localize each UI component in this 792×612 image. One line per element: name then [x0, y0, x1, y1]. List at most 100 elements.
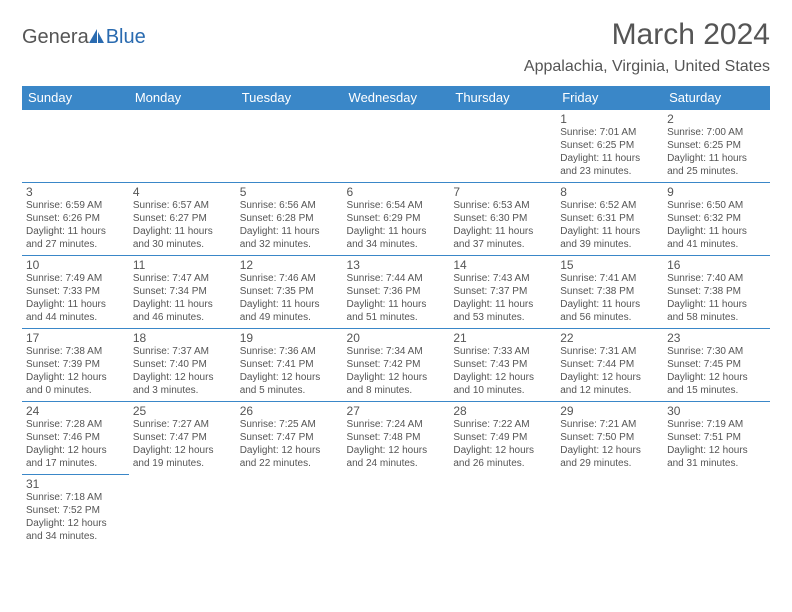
day-number: 20: [347, 331, 446, 345]
day-info-line: Sunset: 7:51 PM: [667, 431, 766, 444]
day-number: 28: [453, 404, 552, 418]
day-info-line: Sunset: 7:37 PM: [453, 285, 552, 298]
calendar-cell: 24Sunrise: 7:28 AMSunset: 7:46 PMDayligh…: [22, 402, 129, 475]
calendar-body: 1Sunrise: 7:01 AMSunset: 6:25 PMDaylight…: [22, 110, 770, 548]
calendar-cell-empty: [663, 475, 770, 548]
day-info-line: Sunrise: 7:01 AM: [560, 126, 659, 139]
title-block: March 2024 Appalachia, Virginia, United …: [524, 18, 770, 76]
day-info-line: Sunrise: 7:21 AM: [560, 418, 659, 431]
day-info-line: and 49 minutes.: [240, 311, 339, 324]
day-info-line: Sunrise: 7:37 AM: [133, 345, 232, 358]
day-info-line: Sunset: 7:38 PM: [667, 285, 766, 298]
day-number: 17: [26, 331, 125, 345]
calendar-cell-empty: [343, 110, 450, 183]
calendar-cell: 16Sunrise: 7:40 AMSunset: 7:38 PMDayligh…: [663, 256, 770, 329]
calendar-cell: 27Sunrise: 7:24 AMSunset: 7:48 PMDayligh…: [343, 402, 450, 475]
day-info-line: Sunrise: 7:36 AM: [240, 345, 339, 358]
day-info-line: and 0 minutes.: [26, 384, 125, 397]
day-number: 19: [240, 331, 339, 345]
day-info-line: Daylight: 12 hours: [667, 444, 766, 457]
day-info-line: Daylight: 11 hours: [560, 298, 659, 311]
day-info-line: Sunset: 7:47 PM: [240, 431, 339, 444]
day-info-line: Sunset: 7:49 PM: [453, 431, 552, 444]
location-text: Appalachia, Virginia, United States: [524, 58, 770, 76]
calendar-row: 1Sunrise: 7:01 AMSunset: 6:25 PMDaylight…: [22, 110, 770, 183]
day-info-line: Daylight: 12 hours: [240, 371, 339, 384]
day-info-line: Daylight: 11 hours: [560, 152, 659, 165]
day-number: 8: [560, 185, 659, 199]
day-info-line: Daylight: 11 hours: [347, 225, 446, 238]
calendar-row: 31Sunrise: 7:18 AMSunset: 7:52 PMDayligh…: [22, 475, 770, 548]
day-info-line: and 23 minutes.: [560, 165, 659, 178]
day-info-line: Daylight: 11 hours: [133, 298, 232, 311]
day-info-line: and 10 minutes.: [453, 384, 552, 397]
day-number: 30: [667, 404, 766, 418]
day-number: 21: [453, 331, 552, 345]
day-number: 1: [560, 112, 659, 126]
day-info-line: Daylight: 11 hours: [240, 225, 339, 238]
day-info-line: Sunrise: 7:24 AM: [347, 418, 446, 431]
day-info-line: and 29 minutes.: [560, 457, 659, 470]
calendar-cell: 18Sunrise: 7:37 AMSunset: 7:40 PMDayligh…: [129, 329, 236, 402]
day-info-line: Sunrise: 7:33 AM: [453, 345, 552, 358]
calendar-row: 24Sunrise: 7:28 AMSunset: 7:46 PMDayligh…: [22, 402, 770, 475]
day-number: 18: [133, 331, 232, 345]
day-info-line: Sunset: 7:35 PM: [240, 285, 339, 298]
calendar-cell: 8Sunrise: 6:52 AMSunset: 6:31 PMDaylight…: [556, 183, 663, 256]
calendar-row: 10Sunrise: 7:49 AMSunset: 7:33 PMDayligh…: [22, 256, 770, 329]
day-info-line: Daylight: 12 hours: [240, 444, 339, 457]
day-info-line: and 41 minutes.: [667, 238, 766, 251]
day-info-line: Sunrise: 6:56 AM: [240, 199, 339, 212]
day-info-line: Daylight: 11 hours: [560, 225, 659, 238]
day-info-line: Sunrise: 7:25 AM: [240, 418, 339, 431]
day-number: 29: [560, 404, 659, 418]
day-info-line: and 5 minutes.: [240, 384, 339, 397]
day-info-line: Sunrise: 7:38 AM: [26, 345, 125, 358]
day-info-line: Sunset: 7:46 PM: [26, 431, 125, 444]
calendar-cell: 4Sunrise: 6:57 AMSunset: 6:27 PMDaylight…: [129, 183, 236, 256]
day-info-line: Daylight: 12 hours: [26, 517, 125, 530]
day-info-line: Sunrise: 7:34 AM: [347, 345, 446, 358]
day-info-line: Daylight: 12 hours: [560, 371, 659, 384]
calendar-cell: 14Sunrise: 7:43 AMSunset: 7:37 PMDayligh…: [449, 256, 556, 329]
day-info-line: Daylight: 12 hours: [133, 444, 232, 457]
day-info-line: Sunset: 6:27 PM: [133, 212, 232, 225]
calendar-cell: 5Sunrise: 6:56 AMSunset: 6:28 PMDaylight…: [236, 183, 343, 256]
day-info-line: Sunset: 6:29 PM: [347, 212, 446, 225]
calendar-cell: 13Sunrise: 7:44 AMSunset: 7:36 PMDayligh…: [343, 256, 450, 329]
day-info-line: Daylight: 11 hours: [453, 298, 552, 311]
day-info-line: Sunset: 6:25 PM: [560, 139, 659, 152]
day-info-line: and 32 minutes.: [240, 238, 339, 251]
day-info-line: Sunset: 7:36 PM: [347, 285, 446, 298]
day-number: 15: [560, 258, 659, 272]
calendar-cell: 11Sunrise: 7:47 AMSunset: 7:34 PMDayligh…: [129, 256, 236, 329]
day-number: 31: [26, 477, 125, 491]
day-info-line: Sunset: 6:30 PM: [453, 212, 552, 225]
day-info-line: and 46 minutes.: [133, 311, 232, 324]
day-info-line: and 31 minutes.: [667, 457, 766, 470]
day-number: 23: [667, 331, 766, 345]
calendar-cell: 21Sunrise: 7:33 AMSunset: 7:43 PMDayligh…: [449, 329, 556, 402]
day-info-line: Sunset: 7:48 PM: [347, 431, 446, 444]
day-info-line: Sunrise: 7:19 AM: [667, 418, 766, 431]
day-info-line: Daylight: 11 hours: [667, 225, 766, 238]
day-info-line: Sunset: 7:52 PM: [26, 504, 125, 517]
calendar-cell: 23Sunrise: 7:30 AMSunset: 7:45 PMDayligh…: [663, 329, 770, 402]
day-info-line: and 3 minutes.: [133, 384, 232, 397]
day-info-line: Sunrise: 7:00 AM: [667, 126, 766, 139]
day-info-line: and 26 minutes.: [453, 457, 552, 470]
day-info-line: and 30 minutes.: [133, 238, 232, 251]
day-info-line: and 56 minutes.: [560, 311, 659, 324]
day-info-line: Daylight: 11 hours: [453, 225, 552, 238]
day-info-line: Sunset: 7:47 PM: [133, 431, 232, 444]
day-info-line: Daylight: 11 hours: [347, 298, 446, 311]
day-info-line: and 44 minutes.: [26, 311, 125, 324]
logo-text-part2: Blue: [106, 26, 146, 49]
calendar-cell-empty: [449, 110, 556, 183]
weekday-header: Monday: [129, 86, 236, 110]
day-info-line: Daylight: 12 hours: [26, 371, 125, 384]
calendar-cell: 2Sunrise: 7:00 AMSunset: 6:25 PMDaylight…: [663, 110, 770, 183]
calendar-cell: 29Sunrise: 7:21 AMSunset: 7:50 PMDayligh…: [556, 402, 663, 475]
day-info-line: Sunrise: 6:50 AM: [667, 199, 766, 212]
day-info-line: Sunrise: 7:22 AM: [453, 418, 552, 431]
